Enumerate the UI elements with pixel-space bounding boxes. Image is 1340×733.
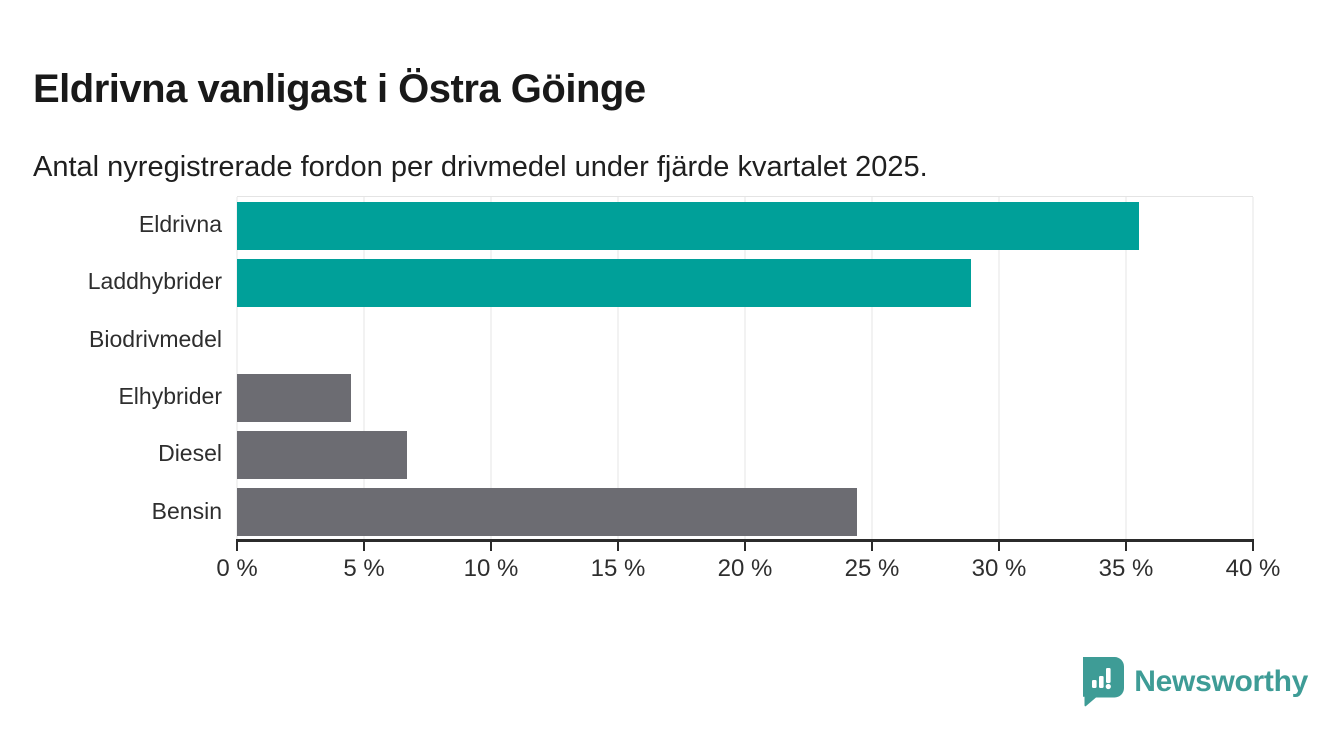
category-label: Laddhybrider — [87, 268, 222, 295]
x-axis-tick — [617, 541, 619, 551]
x-tick-label: 40 % — [1225, 555, 1281, 582]
category-label: Diesel — [158, 440, 222, 467]
x-tick-label: 35 % — [1098, 555, 1154, 582]
gridline — [871, 197, 873, 541]
gridline — [617, 197, 619, 541]
gridline — [744, 197, 746, 541]
x-axis-tick — [1125, 541, 1127, 551]
x-axis-tick — [871, 541, 873, 551]
x-axis-tick — [363, 541, 365, 551]
gridline — [1125, 197, 1127, 541]
chart-subtitle: Antal nyregistrerade fordon per drivmede… — [33, 151, 928, 183]
category-label: Biodrivmedel — [89, 325, 222, 352]
x-axis-tick — [1252, 541, 1254, 551]
chart-title: Eldrivna vanligast i Östra Göinge — [33, 66, 646, 111]
x-tick-label: 30 % — [971, 555, 1027, 582]
x-tick-label: 5 % — [343, 555, 385, 582]
gridline — [998, 197, 1000, 541]
brand-name: Newsworthy — [1134, 665, 1308, 698]
category-label: Bensin — [151, 497, 222, 524]
newsworthy-logo-icon — [1083, 657, 1125, 707]
x-tick-label: 25 % — [844, 555, 900, 582]
bar-laddhybrider — [237, 259, 972, 307]
brand-footer: Newsworthy — [1083, 657, 1308, 707]
bar-diesel — [237, 431, 408, 479]
x-axis-tick — [490, 541, 492, 551]
gridline — [1252, 197, 1254, 541]
bar-elhybrider — [237, 373, 352, 422]
x-axis-tick — [998, 541, 1000, 551]
bar-eldrivna — [237, 201, 1139, 250]
x-tick-label: 0 % — [216, 555, 258, 582]
plot-area: 0 % 5 % 10 % 15 % 20 % 25 % 30 % 35 % 40 % — [216, 196, 1280, 582]
x-axis-line — [236, 539, 1254, 542]
gridline — [490, 197, 492, 541]
x-tick-label: 15 % — [590, 555, 646, 582]
x-axis-tick — [744, 541, 746, 551]
x-axis-tick — [236, 541, 238, 551]
x-tick-label: 10 % — [463, 555, 519, 582]
gridline — [363, 197, 365, 541]
category-label: Eldrivna — [138, 211, 222, 238]
bar-bensin — [237, 488, 857, 537]
gridline — [236, 197, 238, 541]
x-tick-label: 20 % — [717, 555, 773, 582]
category-label: Elhybrider — [118, 383, 222, 410]
